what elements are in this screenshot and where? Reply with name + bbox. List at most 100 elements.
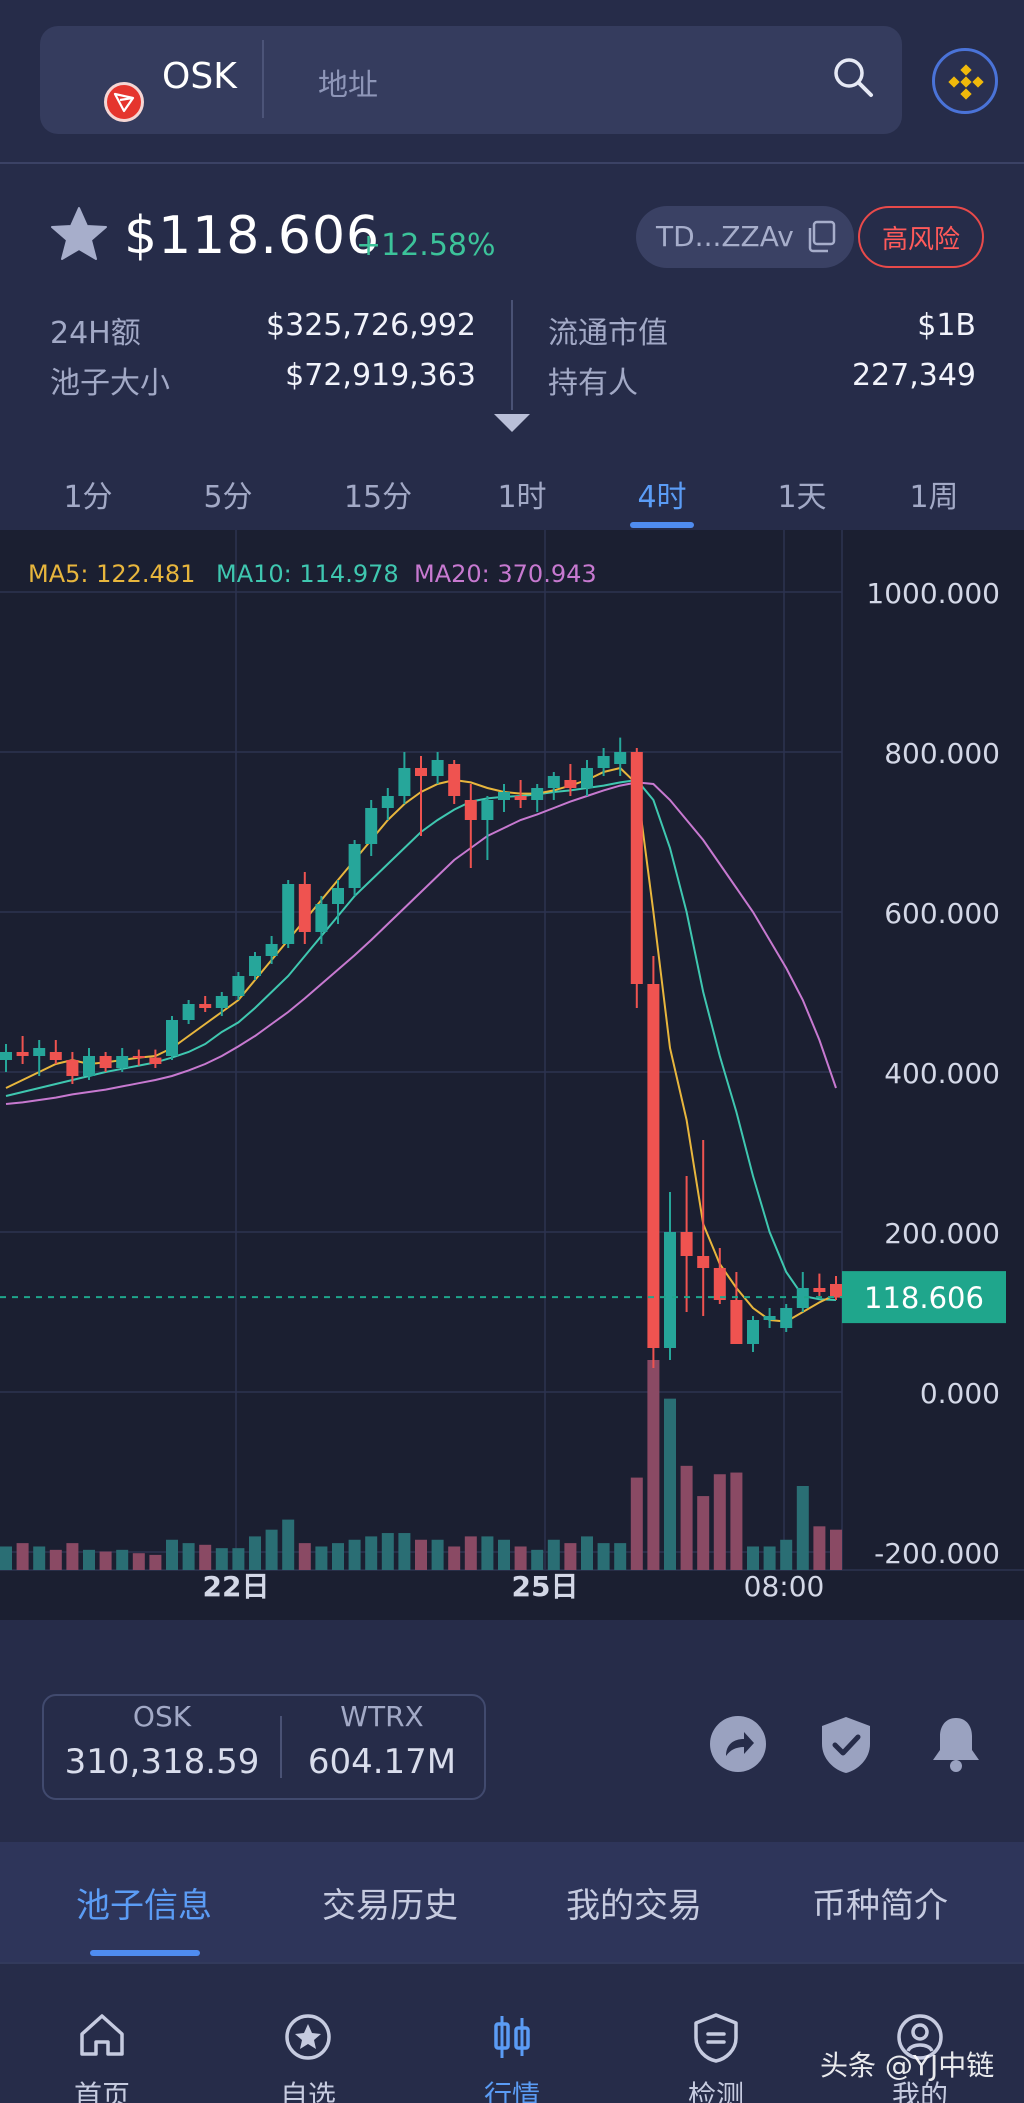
info-tab-bar — [0, 1842, 1024, 1962]
candle-body — [116, 1056, 129, 1068]
volume-bar — [232, 1548, 245, 1570]
candle-body — [531, 788, 544, 800]
x-tick-label: 08:00 — [744, 1570, 825, 1603]
candle-body — [647, 984, 660, 1348]
candle-body — [630, 752, 643, 984]
volume-bar — [630, 1477, 643, 1570]
stat-value-pool-size: $72,919,363 — [285, 358, 476, 393]
stat-value-market-cap: $1B — [917, 308, 976, 343]
market-candles-icon[interactable] — [442, 2012, 582, 2066]
interval-1m[interactable]: 1分 — [63, 480, 113, 515]
candle-body — [332, 888, 344, 904]
tab-trade-history[interactable]: 交易历史 — [322, 1886, 458, 1926]
tab-pool-info[interactable]: 池子信息 — [76, 1886, 212, 1926]
expand-down-icon[interactable] — [494, 414, 530, 438]
stat-label-pool-size: 池子大小 — [50, 366, 170, 401]
volume-bar — [614, 1543, 627, 1570]
volume-bar — [199, 1544, 212, 1570]
volume-bar — [49, 1549, 62, 1570]
volume-bar — [33, 1546, 46, 1570]
ma20-legend: MA20: 370.943 — [414, 560, 597, 588]
interval-1h[interactable]: 1时 — [497, 480, 547, 515]
favorite-star-icon[interactable] — [50, 206, 108, 266]
candle-body — [66, 1060, 79, 1076]
candlestick-chart[interactable]: 1000.000 800.000 600.000 400.000 200.000 0.00… — [0, 530, 1024, 1620]
candle-body — [16, 1052, 29, 1056]
candle-body — [83, 1056, 95, 1076]
candle-body — [680, 1232, 693, 1256]
candle-body — [730, 1300, 743, 1344]
interval-5m[interactable]: 5分 — [203, 480, 253, 515]
search-icon[interactable] — [832, 56, 874, 102]
volume-bar — [215, 1548, 228, 1570]
tab-active-indicator — [90, 1950, 200, 1956]
volume-bar — [581, 1536, 593, 1570]
candle-body — [796, 1288, 809, 1308]
current-price-label: 118.606 — [864, 1281, 984, 1315]
volume-bar — [365, 1536, 378, 1570]
volume-bar — [182, 1543, 195, 1570]
nav-label-market[interactable]: 行情 — [483, 2079, 540, 2103]
volume-bar — [597, 1543, 610, 1570]
profile-icon[interactable] — [850, 2012, 990, 2066]
candle-body — [498, 792, 510, 800]
security-shield-icon[interactable] — [818, 1714, 874, 1780]
tab-my-trades[interactable]: 我的交易 — [566, 1886, 702, 1926]
candle-body — [132, 1056, 145, 1058]
home-icon[interactable] — [32, 2012, 172, 2062]
balance-label-wtrx: WTRX — [340, 1700, 424, 1733]
nav-label-watchlist[interactable]: 自选 — [279, 2079, 336, 2103]
token-name[interactable]: OSK — [162, 56, 237, 97]
contract-address-chip[interactable] — [636, 206, 854, 268]
volume-bar — [481, 1536, 494, 1570]
copy-icon[interactable] — [804, 219, 838, 257]
candle-body — [547, 776, 560, 788]
detect-shield-icon[interactable] — [646, 2012, 786, 2068]
candle-body — [365, 808, 378, 844]
volume-bar — [464, 1536, 477, 1570]
volume-bar — [763, 1546, 776, 1570]
interval-4h[interactable]: 4时 — [637, 480, 687, 515]
volume-bar — [332, 1543, 344, 1570]
price-chart-area[interactable] — [0, 530, 1024, 1620]
volume-bar — [149, 1554, 162, 1570]
search-input[interactable]: 地址 — [318, 68, 378, 103]
share-icon[interactable] — [708, 1714, 768, 1778]
volume-bar — [531, 1549, 544, 1570]
nav-label-profile[interactable]: 我的 — [891, 2079, 948, 2103]
volume-bar — [547, 1539, 560, 1570]
candle-body — [215, 996, 228, 1008]
interval-1d[interactable]: 1天 — [777, 480, 827, 515]
candle-body — [232, 976, 245, 996]
ma5-legend: MA5: 122.481 — [28, 560, 196, 588]
interval-15m[interactable]: 15分 — [343, 480, 413, 515]
candle-body — [0, 1052, 12, 1060]
bnb-chain-icon[interactable] — [932, 48, 998, 114]
candle-body — [398, 768, 411, 796]
candle-body — [199, 1004, 212, 1008]
volume-bar — [697, 1496, 710, 1570]
high-risk-badge[interactable]: 高风险 — [858, 206, 984, 268]
balance-value-osk: 310,318.59 — [64, 1742, 260, 1782]
volume-bar — [680, 1465, 693, 1570]
nav-label-detect[interactable]: 检测 — [687, 2079, 744, 2103]
stat-label-holders: 持有人 — [548, 366, 638, 401]
volume-bar — [747, 1546, 759, 1570]
balance-divider — [280, 1716, 282, 1778]
price-change: +12.58% — [356, 228, 496, 263]
tab-token-intro[interactable]: 币种简介 — [812, 1886, 948, 1926]
bottom-navigation — [0, 1962, 1024, 2103]
nav-label-home[interactable]: 首页 — [73, 2079, 130, 2103]
candle-body — [431, 760, 444, 776]
watchlist-star-icon[interactable] — [238, 2012, 378, 2066]
volume-bar — [166, 1539, 178, 1570]
volume-bar — [249, 1536, 261, 1570]
volume-bar — [664, 1398, 676, 1570]
volume-bar — [83, 1549, 95, 1570]
stat-label-volume: 24H额 — [50, 316, 141, 351]
interval-1w[interactable]: 1周 — [909, 480, 959, 515]
volume-bar — [315, 1546, 328, 1570]
volume-bar — [0, 1546, 12, 1570]
notification-bell-icon[interactable] — [928, 1714, 984, 1778]
search-bar[interactable] — [40, 26, 902, 134]
